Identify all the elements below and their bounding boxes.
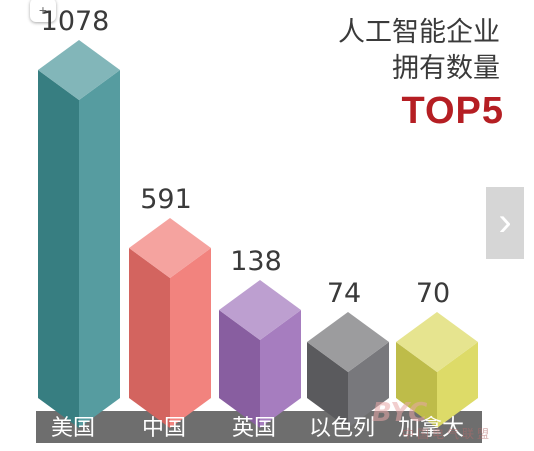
bar-top-face <box>38 40 120 100</box>
bar-top-face <box>307 312 389 372</box>
chart-title-line-2: 拥有数量 <box>392 53 500 84</box>
bar-top-face <box>219 280 301 340</box>
bar-2 <box>129 218 211 428</box>
next-slide-button[interactable]: › <box>486 187 524 259</box>
watermark-text: 中国电气联盟 <box>402 427 493 441</box>
bar-left-face <box>129 248 170 428</box>
category-label: 美国 <box>51 416 95 441</box>
bar-right-face <box>170 248 211 428</box>
category-label: 以色列 <box>309 416 375 441</box>
bar-left-face <box>307 342 348 428</box>
chart-highlight: TOP5 <box>401 90 504 132</box>
value-label: 70 <box>416 278 450 309</box>
bar-1 <box>38 40 120 428</box>
watermark: BYC 中国电气联盟 <box>372 396 530 441</box>
bar-left-face <box>396 342 437 428</box>
category-label: 中国 <box>142 416 186 441</box>
bar-right-face <box>348 342 389 428</box>
bar-3 <box>219 280 301 428</box>
value-label: 74 <box>327 278 361 309</box>
chevron-right-icon: › <box>498 200 512 244</box>
bar-right-face <box>260 310 301 428</box>
bar-left-face <box>219 310 260 428</box>
value-label: 591 <box>140 184 192 215</box>
bar-4 <box>307 312 389 428</box>
bar-left-face <box>38 70 79 428</box>
bar-right-face <box>437 342 478 428</box>
bar-right-face <box>79 70 120 428</box>
bar-top-face <box>396 312 478 372</box>
bar-top-face <box>129 218 211 278</box>
value-label: 138 <box>230 246 282 277</box>
category-label: 加拿大 <box>398 415 464 441</box>
category-label: 英国 <box>232 416 276 441</box>
bar-5 <box>396 312 478 428</box>
value-label: 1078 <box>41 6 110 37</box>
share-icon[interactable]: + <box>30 0 56 22</box>
chart-title-line-1: 人工智能企业 <box>338 17 500 48</box>
watermark-logo: BYC <box>372 398 428 428</box>
